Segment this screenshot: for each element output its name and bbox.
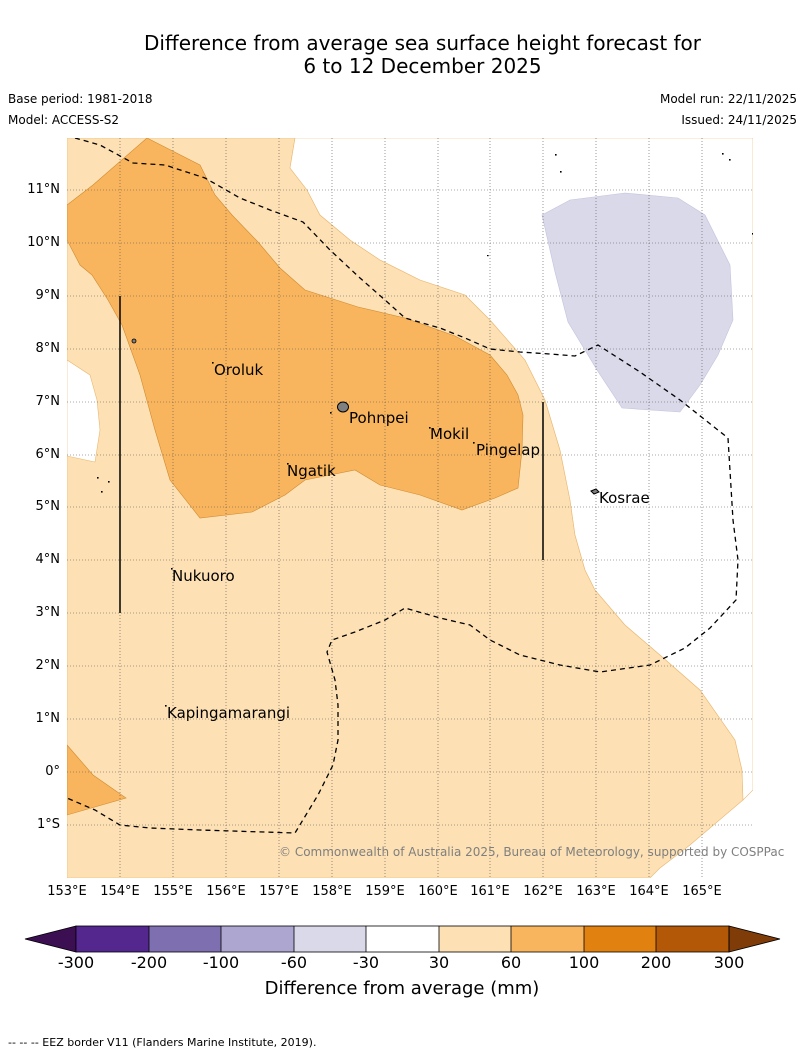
lat-label: 3°N [35, 605, 61, 620]
islet [131, 338, 137, 344]
colorbar-tick-label: -60 [280, 953, 308, 972]
place-label-kapingamarangi: Kapingamarangi [167, 704, 291, 722]
colorbar-segment [511, 926, 584, 952]
colorbar-tick-label: -200 [130, 953, 168, 972]
colorbar-segment [76, 926, 149, 952]
map-plot [67, 138, 753, 878]
lon-label: 153°E [47, 884, 87, 899]
lat-label: 9°N [35, 288, 61, 303]
lat-label: 2°N [35, 658, 61, 673]
eez-legend-note: -- -- -- EEZ border V11 (Flanders Marine… [8, 1036, 317, 1049]
colorbar-tick-label: 100 [568, 953, 600, 972]
eez-border [67, 138, 739, 834]
lon-label: 164°E [629, 884, 669, 899]
colorbar-segment [439, 926, 511, 952]
lat-label: 0° [45, 764, 60, 779]
chart-title: Difference from average sea surface heig… [0, 32, 804, 78]
model-run: Model run: 22/11/2025 [659, 92, 797, 106]
lat-label: 11°N [27, 182, 60, 197]
colorbar [24, 925, 781, 953]
lon-label: 161°E [470, 884, 510, 899]
lon-label: 158°E [312, 884, 352, 899]
colorbar-tick-label: 30 [428, 953, 450, 972]
lon-label: 154°E [100, 884, 140, 899]
lon-label: 162°E [523, 884, 563, 899]
lat-label: 1°S [36, 817, 60, 832]
colorbar-title: Difference from average (mm) [264, 978, 540, 999]
colorbar-tick-label: -300 [57, 953, 95, 972]
lat-label: 1°N [35, 711, 61, 726]
lon-label: 160°E [418, 884, 458, 899]
lat-label: 7°N [35, 394, 61, 409]
colorbar-segment [294, 926, 366, 952]
place-label-kosrae: Kosrae [599, 489, 650, 507]
place-label-nukuoro: Nukuoro [172, 567, 235, 585]
colorbar-segment [656, 926, 729, 952]
colorbar-segment [149, 926, 221, 952]
place-label-pohnpei: Pohnpei [349, 409, 409, 427]
place-label-oroluk: Oroluk [214, 361, 264, 379]
anomaly-region-60-100 [67, 138, 524, 519]
lat-label: 5°N [35, 499, 61, 514]
place-label-pingelap: Pingelap [476, 441, 541, 459]
lat-label: 10°N [27, 235, 60, 250]
colorbar-tick-label: -100 [202, 953, 240, 972]
lat-label: 6°N [35, 447, 61, 462]
colorbar-tick-label: -30 [352, 953, 380, 972]
kosrae-island [590, 488, 600, 495]
anomaly-region-60-100-sw [67, 744, 127, 816]
colorbar-tick-label: 300 [713, 953, 745, 972]
lat-label: 4°N [35, 552, 61, 567]
colorbar-segment [366, 926, 439, 952]
model-name: Model: ACCESS-S2 [8, 113, 120, 127]
title-line-2: 6 to 12 December 2025 [303, 54, 542, 78]
pohnpei-island [337, 401, 349, 413]
lon-label: 159°E [365, 884, 405, 899]
colorbar-segment [584, 926, 656, 952]
colorbar-extend-high [728, 925, 781, 953]
issued-date: Issued: 24/11/2025 [681, 113, 797, 127]
colorbar-tick-label: 60 [500, 953, 522, 972]
lat-label: 8°N [35, 341, 61, 356]
graticule [67, 138, 753, 878]
base-period: Base period: 1981-2018 [8, 92, 153, 106]
place-label-ngatik: Ngatik [287, 462, 336, 480]
neutral-region-west [67, 359, 101, 463]
anomaly-region-minus-30-60 [541, 192, 734, 413]
atoll-dots [97, 153, 753, 707]
lon-label: 157°E [259, 884, 299, 899]
lon-label: 155°E [153, 884, 193, 899]
lon-label: 163°E [576, 884, 616, 899]
colorbar-extend-low [24, 925, 77, 953]
lon-label: 165°E [682, 884, 722, 899]
lon-label: 156°E [206, 884, 246, 899]
colorbar-segment [221, 926, 294, 952]
copyright-notice: © Commonwealth of Australia 2025, Bureau… [279, 845, 785, 859]
title-line-1: Difference from average sea surface heig… [143, 31, 702, 55]
place-label-mokil: Mokil [430, 425, 470, 443]
colorbar-tick-label: 200 [640, 953, 672, 972]
